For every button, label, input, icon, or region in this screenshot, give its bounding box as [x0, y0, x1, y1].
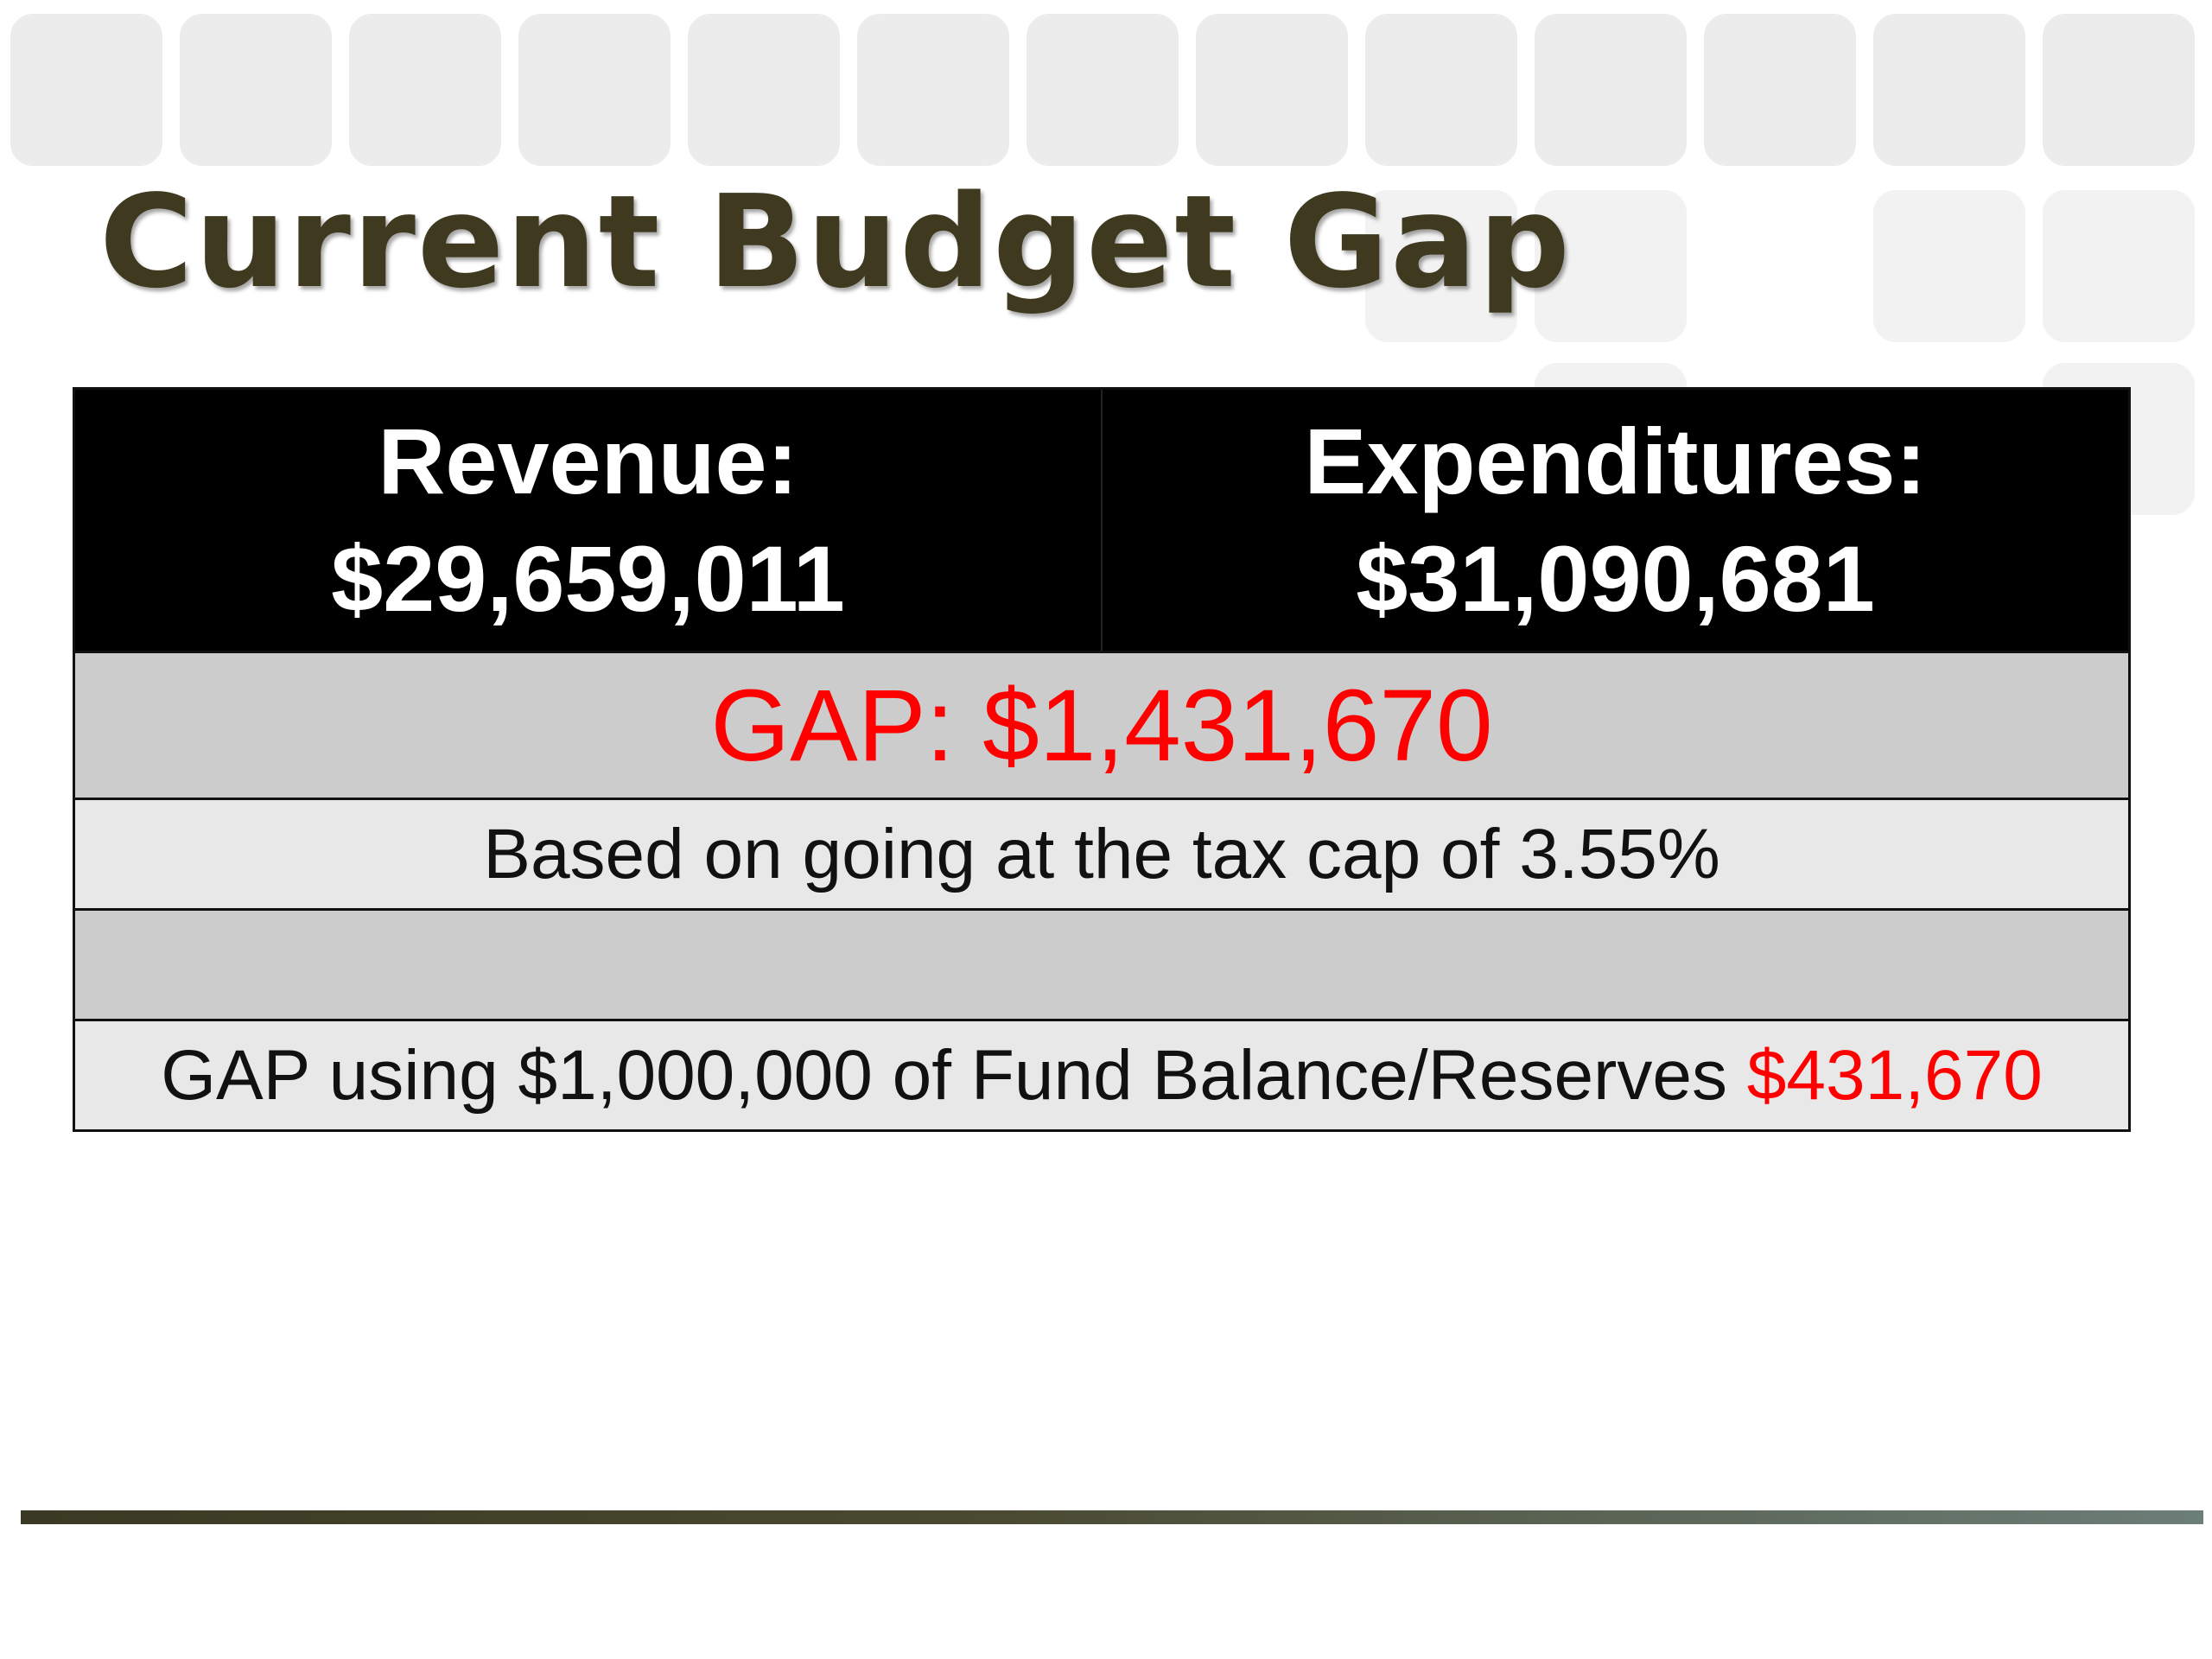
background-tile	[1196, 14, 1348, 166]
background-tile	[180, 14, 332, 166]
slide-title: Current Budget Gap	[99, 168, 1572, 316]
expenditures-label: Expenditures:	[1304, 409, 1927, 513]
tax-cap-row: Based on going at the tax cap of 3.55%	[75, 798, 2128, 908]
fund-balance-row: GAP using $1,000,000 of Fund Balance/Res…	[75, 1019, 2128, 1129]
revenue-label: Revenue:	[378, 409, 798, 513]
fund-balance-gap-value: $431,670	[1746, 1035, 2043, 1115]
background-tile	[1873, 14, 2025, 166]
background-tile	[1535, 190, 1687, 342]
revenue-cell: Revenue: $29,659,011	[75, 390, 1101, 651]
background-tile	[10, 14, 162, 166]
background-tile	[1704, 14, 1856, 166]
gap-text: GAP: $1,431,670	[710, 668, 1493, 783]
background-tile	[1535, 14, 1687, 166]
tax-cap-note: Based on going at the tax cap of 3.55%	[483, 814, 1720, 893]
footer-divider	[21, 1510, 2203, 1524]
background-tile	[857, 14, 1009, 166]
expenditures-value: $31,090,681	[1356, 526, 1875, 631]
background-tile	[2043, 190, 2195, 342]
background-tile	[688, 14, 840, 166]
background-tile	[349, 14, 501, 166]
background-tile	[2043, 14, 2195, 166]
background-tile	[1873, 190, 2025, 342]
background-tile	[1027, 14, 1179, 166]
empty-row	[75, 908, 2128, 1019]
budget-table: Revenue: $29,659,011 Expenditures: $31,0…	[73, 387, 2131, 1132]
background-tile	[1365, 14, 1517, 166]
gap-row: GAP: $1,431,670	[75, 651, 2128, 798]
expenditures-cell: Expenditures: $31,090,681	[1101, 390, 2128, 651]
table-header-row: Revenue: $29,659,011 Expenditures: $31,0…	[75, 390, 2128, 651]
background-tile	[1365, 190, 1517, 342]
background-tile	[518, 14, 671, 166]
fund-balance-text: GAP using $1,000,000 of Fund Balance/Res…	[161, 1035, 1727, 1115]
revenue-value: $29,659,011	[331, 526, 845, 631]
